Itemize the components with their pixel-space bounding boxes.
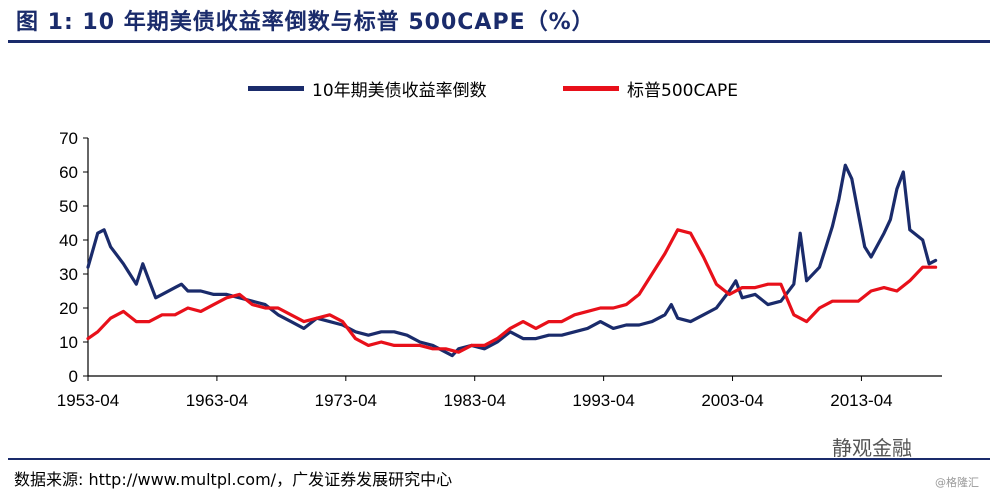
y-tick-label: 10 [59,333,78,352]
legend-swatch-bond-yield [248,86,304,91]
y-tick-label: 70 [59,129,78,148]
chart-lines [86,163,938,358]
watermark: 静观金融 [832,436,912,460]
legend-item-bond-yield: 10年期美债收益率倒数 [248,76,487,101]
x-tick-label: 1963-04 [186,391,248,410]
x-tick-label: 2003-04 [701,391,763,410]
series-line-sp500-cape [86,228,938,354]
x-tick-label: 1983-04 [444,391,506,410]
legend-label-bond-yield: 10年期美债收益率倒数 [312,81,487,101]
legend-label-cape: 标普500CAPE [627,81,738,101]
y-tick-label: 0 [69,367,78,386]
y-tick-label: 20 [59,299,78,318]
watermark-sub: @格隆汇 [935,476,979,489]
x-tick-label: 1973-04 [315,391,377,410]
x-tick-label: 1993-04 [572,391,634,410]
y-tick-label: 50 [59,197,78,216]
x-tick-label: 2013-04 [830,391,892,410]
legend-item-cape: 标普500CAPE [563,76,738,101]
source-note: 数据来源: http://www.multpl.com/，广发证券发展研究中心 [14,470,453,489]
y-tick-label: 60 [59,163,78,182]
chart-legend: 10年期美债收益率倒数 标普500CAPE [0,76,1000,104]
title-rule [8,40,990,43]
chart-axes [87,138,942,377]
chart-ticks: 0 10 20 30 40 50 60 70 1953-04 1963-04 1973-04 1983… [57,129,893,410]
footer-rule [8,458,990,460]
series-line-bond-yield-inverse [86,163,938,358]
y-tick-label: 30 [59,265,78,284]
figure-title: 图 1: 10 年期美债收益率倒数与标普 500CAPE（%） [16,10,595,35]
x-tick-label: 1953-04 [57,391,119,410]
y-tick-label: 40 [59,231,78,250]
legend-swatch-cape [563,86,619,91]
